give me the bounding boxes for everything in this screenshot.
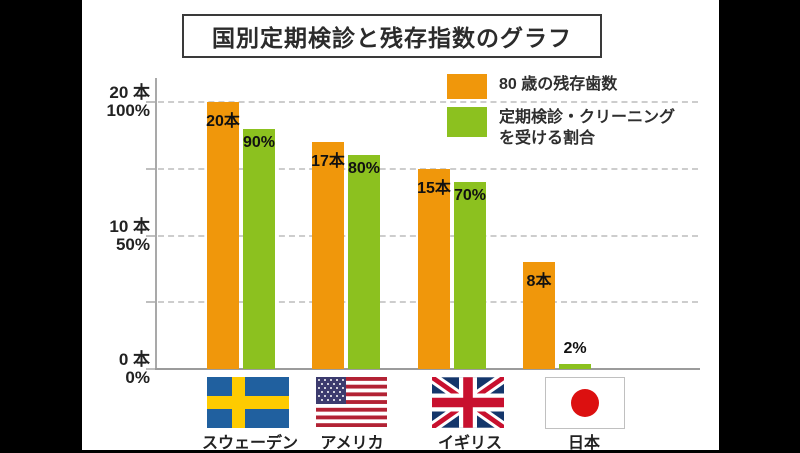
y-axis-tick-0 — [146, 368, 155, 370]
chart-title: 国別定期検診と残存指数のグラフ — [212, 25, 572, 51]
teeth-value-label-スウェーデン: 20本 — [206, 113, 240, 130]
plot-area: 20 本 100% 10 本 50% 0 本 0% 20本 90% 17本 80% 15本 70% 8本… — [82, 0, 719, 450]
chart-canvas: 国別定期検診と残存指数のグラフ 80 歳の残存歯数 定期検診・クリーニング を受… — [82, 0, 719, 452]
chart-title-box: 国別定期検診と残存指数のグラフ — [182, 14, 602, 58]
ratio-legend-label: 定期検診・クリーニング を受ける割合 — [499, 109, 676, 147]
y-axis-tick-100 — [146, 101, 155, 103]
x-axis-line — [155, 368, 700, 370]
sweden-flag — [207, 377, 289, 428]
usa-flag — [316, 377, 387, 427]
teeth-value-label-アメリカ: 17本 — [311, 153, 345, 170]
legend-item-ratio: 定期検診・クリーニング を受ける割合 — [447, 107, 675, 149]
teeth-bar-日本 — [523, 262, 555, 369]
y-axis-tick-50 — [146, 234, 155, 237]
ratio-value-label-日本: 2% — [563, 340, 587, 357]
uk-flag — [432, 377, 504, 428]
teeth-value-label-日本: 8本 — [526, 273, 552, 290]
ratio-value-label-イギリス: 70% — [453, 187, 487, 204]
y-tick-label-percent-100: 100% — [106, 101, 150, 120]
y-tick-label-percent-0: 0% — [125, 368, 150, 387]
ratio-bar-イギリス — [454, 182, 486, 369]
y-axis-minor-tick-75 — [146, 167, 155, 170]
ratio-bar-日本 — [559, 364, 591, 369]
teeth-legend-swatch — [447, 74, 487, 99]
ratio-legend-swatch — [447, 107, 487, 137]
gridline-100pct — [158, 101, 698, 103]
ratio-value-label-スウェーデン: 90% — [242, 134, 276, 151]
teeth-bar-イギリス — [418, 169, 450, 369]
category-label-usa: アメリカ — [320, 435, 384, 452]
teeth-legend-label: 80 歳の残存歯数 — [499, 76, 618, 93]
category-label-uk: イギリス — [437, 435, 502, 452]
y-axis-minor-tick-25 — [146, 301, 155, 304]
legend-item-teeth: 80 歳の残存歯数 — [447, 74, 675, 99]
ratio-value-label-アメリカ: 80% — [347, 160, 381, 177]
y-tick-label-teeth-0: 0 本 — [118, 350, 150, 369]
y-tick-label-teeth-100: 20 本 — [109, 83, 150, 102]
y-tick-label-teeth-50: 10 本 — [109, 216, 150, 236]
category-label-japan: 日本 — [567, 435, 600, 452]
japan-flag — [545, 377, 625, 429]
teeth-bar-スウェーデン — [207, 102, 239, 369]
teeth-bar-アメリカ — [312, 142, 344, 369]
gridline-75pct — [158, 167, 698, 170]
teeth-value-label-イギリス: 15本 — [417, 180, 451, 197]
category-label-sweden: スウェーデン — [201, 435, 298, 452]
ratio-bar-スウェーデン — [243, 129, 275, 369]
ratio-bar-アメリカ — [348, 155, 380, 369]
legend: 80 歳の残存歯数 定期検診・クリーニング を受ける割合 — [447, 74, 675, 149]
y-axis-line — [155, 78, 157, 370]
y-tick-label-percent-50: 50% — [115, 234, 150, 254]
